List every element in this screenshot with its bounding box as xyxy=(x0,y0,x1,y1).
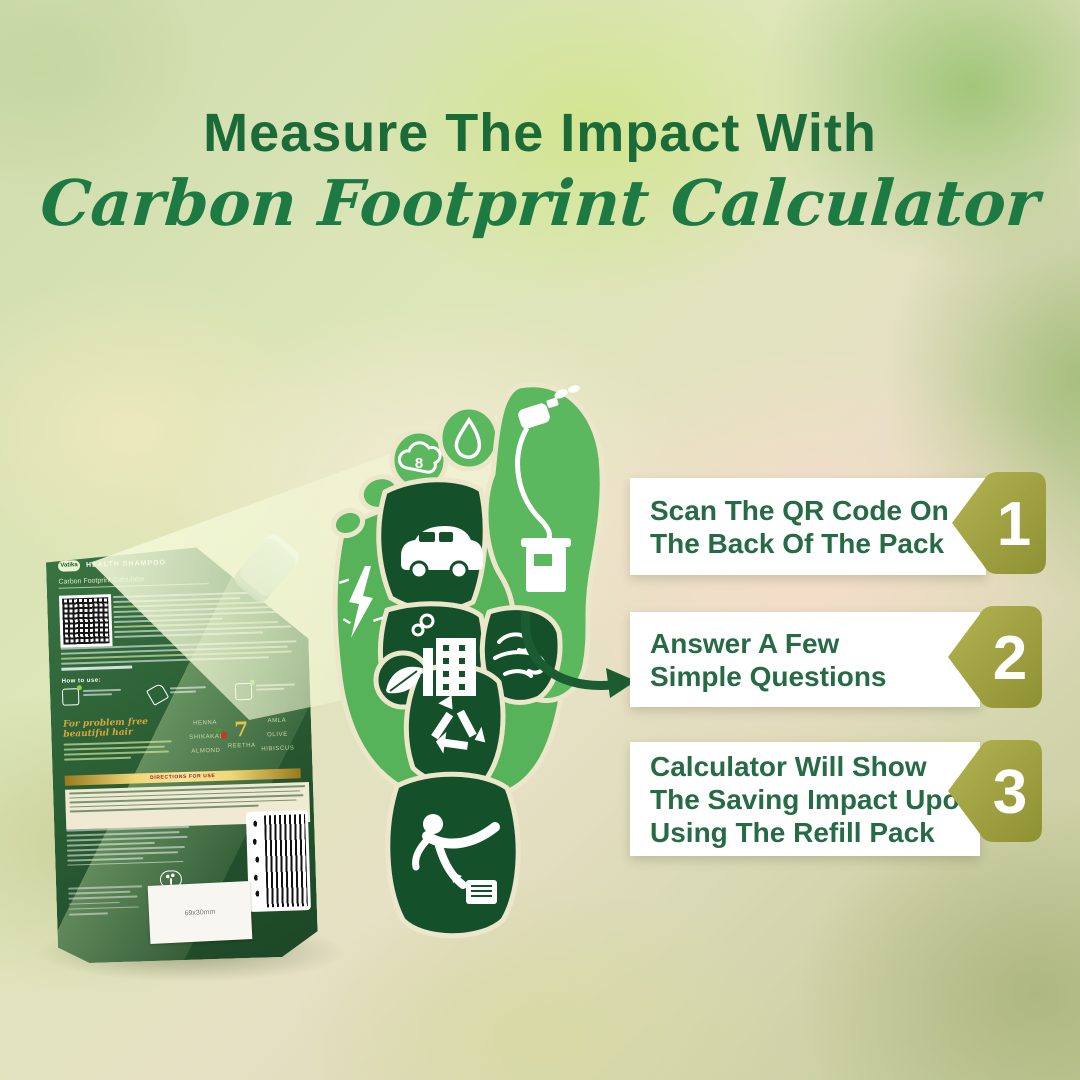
step-2-banner: Answer A Few Simple Questions xyxy=(630,612,980,707)
title-line-1: Measure The Impact With xyxy=(203,103,877,163)
toe-drop xyxy=(437,404,501,472)
step-2-line-2: Simple Questions xyxy=(650,660,887,692)
step-2-line-1: Answer A Few xyxy=(650,627,840,659)
step-3-line-2: The Saving Impact Upon xyxy=(650,783,977,815)
recycle-icon xyxy=(431,695,486,754)
step-1-line-2: The Back Of The Pack xyxy=(650,527,945,559)
step-3-number-tag: 3 xyxy=(948,740,1042,842)
how-to-use-label: How to use: xyxy=(61,677,102,685)
qr-code xyxy=(59,594,113,648)
step-2-number: 2 xyxy=(993,624,1027,693)
qr-pattern xyxy=(62,597,109,644)
step-1-number: 1 xyxy=(997,490,1031,559)
factory-icon xyxy=(411,613,476,696)
electricity-icon xyxy=(338,566,384,638)
step-3-line-1: Calculator Will Show xyxy=(650,750,927,782)
address-text-lines xyxy=(66,826,193,870)
step-3-banner: Calculator Will Show The Saving Impact U… xyxy=(630,742,980,856)
step-1-line-1: Scan The QR Code On xyxy=(650,494,949,526)
title-line-2: Carbon Footprint Calculator xyxy=(38,166,1042,240)
herb-olive: OLIVE xyxy=(267,731,288,739)
cap-icon xyxy=(62,688,80,706)
waste-disposal-icon xyxy=(412,814,500,904)
howto-step-1 xyxy=(62,687,126,706)
seed-decoration xyxy=(249,816,264,908)
wind-segment xyxy=(479,605,563,705)
vatika-logo: Vatika xyxy=(58,560,80,572)
svg-text:8: 8 xyxy=(415,455,423,472)
step-3-line-3: Using The Refill Pack xyxy=(650,816,935,848)
size-label: 69x30mm xyxy=(148,881,253,944)
pour-bottle-icon xyxy=(146,683,169,706)
step-1-banner: Scan The QR Code On The Back Of The Pack xyxy=(630,478,986,575)
toe-small xyxy=(330,507,366,539)
leaf-icon xyxy=(386,666,422,694)
herb-almond: ALMOND xyxy=(191,747,221,755)
footer-text-lines xyxy=(68,885,147,919)
water-drop-icon xyxy=(454,416,482,459)
pack-tagline: For problem free beautiful hair xyxy=(62,717,149,740)
heel-segment xyxy=(385,771,521,939)
ev-charger-icon xyxy=(515,385,580,592)
curved-arrow xyxy=(520,611,636,698)
carbon-footprint-graphic: 8 xyxy=(330,382,605,939)
tagline-and-herbs: For problem free beautiful hair HENNA SH… xyxy=(63,712,300,763)
howto-step-2 xyxy=(148,684,212,703)
barcode-bars xyxy=(264,814,308,907)
tagline-block: For problem free beautiful hair xyxy=(63,716,176,763)
car-icon xyxy=(401,526,483,580)
seven-herbs-emblem: 7 xyxy=(227,719,256,740)
step-1-number-tag: 1 xyxy=(952,472,1046,574)
step-2-number-tag: 2 xyxy=(948,606,1042,708)
herbs-grid: HENNA SHIKAKAI ALMOND 7 REETHA AMLA OLIV… xyxy=(175,712,300,760)
co2-cloud-icon: 8 xyxy=(398,441,442,474)
step-3-number: 3 xyxy=(993,758,1027,827)
barcode xyxy=(246,810,311,912)
herb-hibiscus: HIBISCUS xyxy=(261,745,295,753)
